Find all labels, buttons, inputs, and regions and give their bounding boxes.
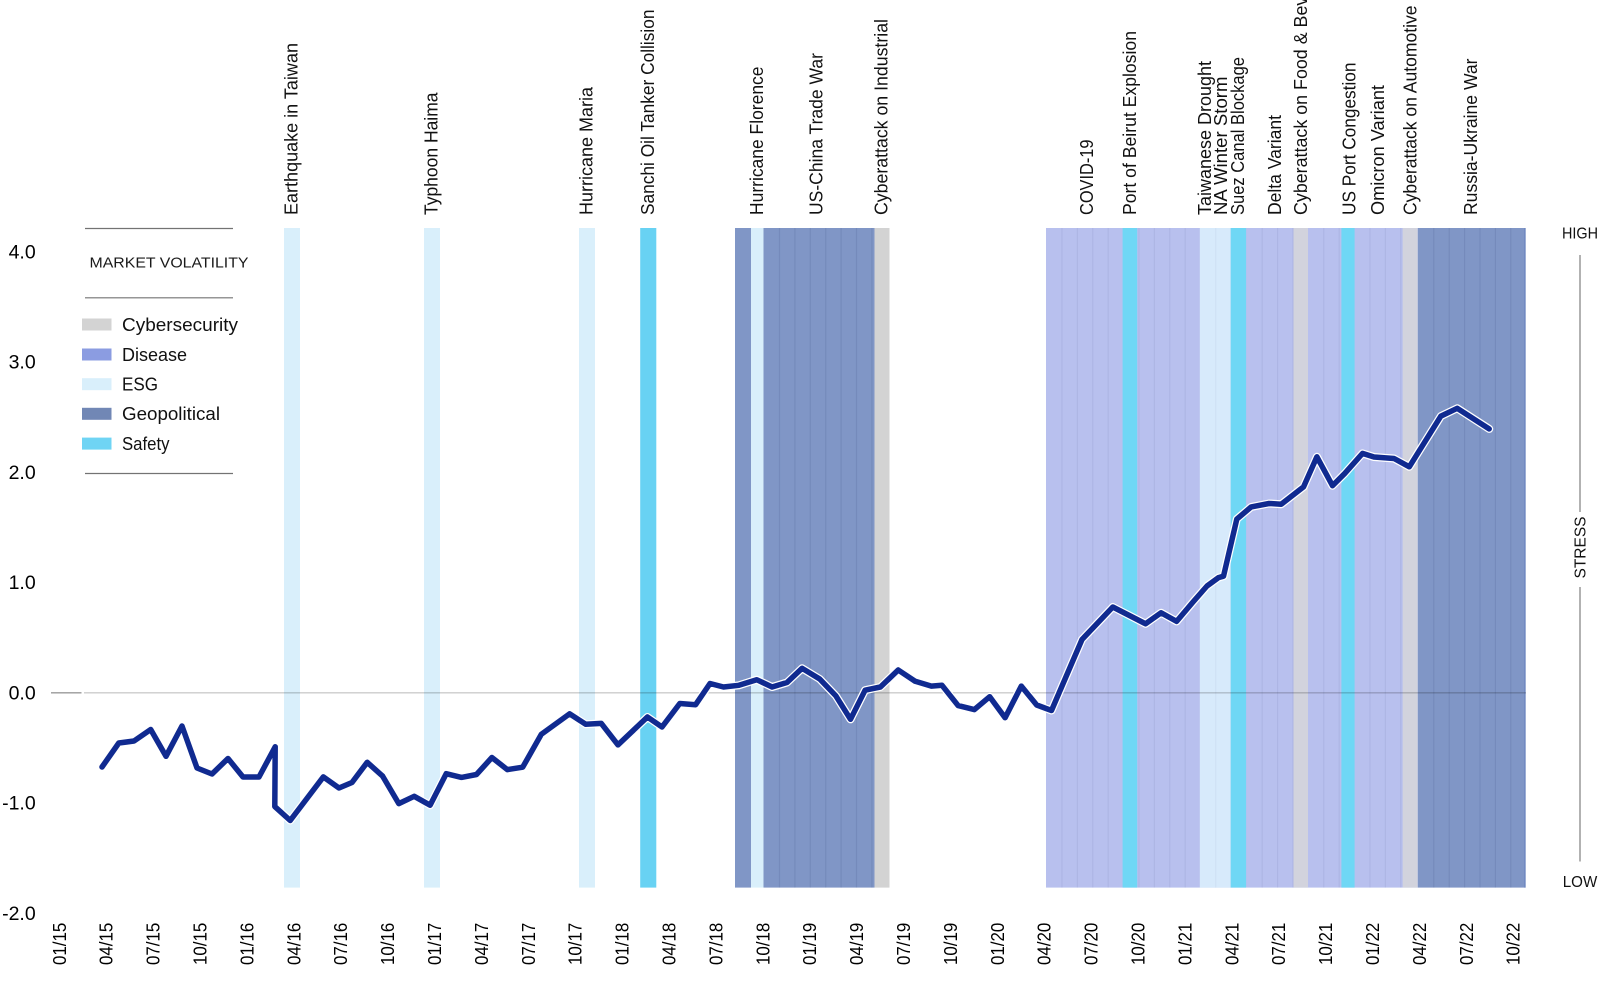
svg-text:US-China Trade War: US-China Trade War — [806, 53, 827, 215]
svg-text:07/20: 07/20 — [1081, 923, 1102, 965]
svg-text:01/22: 01/22 — [1362, 923, 1383, 965]
svg-text:Cyberattack on Food & Beverage: Cyberattack on Food & Beverage — [1290, 0, 1311, 215]
svg-text:01/19: 01/19 — [799, 923, 820, 965]
svg-text:Cybersecurity: Cybersecurity — [122, 315, 238, 335]
svg-text:COVID-19: COVID-19 — [1076, 140, 1097, 216]
svg-text:Port of Beirut Explosion: Port of Beirut Explosion — [1119, 31, 1140, 215]
svg-text:NA Winter Storm: NA Winter Storm — [1210, 77, 1231, 216]
svg-text:07/18: 07/18 — [705, 923, 726, 965]
svg-text:Hurricane Maria: Hurricane Maria — [576, 86, 597, 215]
svg-text:ESG: ESG — [122, 375, 158, 395]
svg-text:2.0: 2.0 — [9, 462, 36, 484]
svg-text:01/18: 01/18 — [612, 923, 633, 965]
svg-text:4.0: 4.0 — [9, 241, 36, 263]
svg-text:Disease: Disease — [122, 345, 187, 365]
svg-text:Russia-Ukraine War: Russia-Ukraine War — [1460, 59, 1481, 216]
svg-text:04/17: 04/17 — [471, 923, 492, 965]
svg-text:Typhoon Haima: Typhoon Haima — [421, 92, 442, 215]
svg-text:STRESS: STRESS — [1573, 517, 1590, 579]
svg-text:10/17: 10/17 — [565, 923, 586, 965]
svg-text:01/21: 01/21 — [1174, 923, 1195, 965]
svg-text:Taiwanese Drought: Taiwanese Drought — [1194, 61, 1215, 215]
svg-text:Geopolitical: Geopolitical — [122, 404, 220, 424]
svg-text:LOW: LOW — [1563, 874, 1598, 891]
svg-text:04/21: 04/21 — [1221, 923, 1242, 965]
svg-text:07/16: 07/16 — [330, 923, 351, 965]
svg-text:Delta Variant: Delta Variant — [1264, 115, 1285, 215]
svg-text:04/20: 04/20 — [1034, 923, 1055, 965]
svg-text:0.0: 0.0 — [9, 682, 36, 704]
svg-text:04/18: 04/18 — [659, 923, 680, 965]
svg-text:MARKET VOLATILITY: MARKET VOLATILITY — [90, 254, 249, 271]
svg-text:01/17: 01/17 — [424, 923, 445, 965]
svg-text:US Port Congestion: US Port Congestion — [1339, 63, 1360, 216]
svg-text:07/15: 07/15 — [143, 923, 164, 965]
svg-text:Hurricane Florence: Hurricane Florence — [746, 67, 767, 216]
svg-text:04/16: 04/16 — [283, 923, 304, 965]
svg-text:07/19: 07/19 — [893, 923, 914, 965]
svg-text:07/21: 07/21 — [1268, 923, 1289, 965]
svg-text:Omicron Variant: Omicron Variant — [1367, 85, 1388, 215]
svg-text:10/16: 10/16 — [377, 923, 398, 965]
svg-text:Cyberattack on Automotive: Cyberattack on Automotive — [1400, 6, 1421, 216]
svg-text:Safety: Safety — [122, 434, 170, 454]
svg-text:Cyberattack on Industrial: Cyberattack on Industrial — [871, 19, 892, 215]
svg-text:01/16: 01/16 — [236, 923, 257, 965]
svg-text:Suez Canal Blockage: Suez Canal Blockage — [1227, 57, 1248, 215]
svg-text:-2.0: -2.0 — [2, 903, 36, 925]
svg-text:-1.0: -1.0 — [2, 793, 36, 815]
svg-text:10/22: 10/22 — [1503, 923, 1524, 965]
svg-text:Sanchi Oil Tanker Collision: Sanchi Oil Tanker Collision — [637, 10, 658, 216]
svg-text:04/19: 04/19 — [846, 923, 867, 965]
svg-text:10/15: 10/15 — [190, 923, 211, 965]
svg-text:04/22: 04/22 — [1409, 923, 1430, 965]
svg-text:01/15: 01/15 — [49, 923, 70, 965]
svg-text:01/20: 01/20 — [987, 923, 1008, 965]
svg-text:10/21: 10/21 — [1315, 923, 1336, 965]
svg-text:10/20: 10/20 — [1128, 923, 1149, 965]
svg-text:07/22: 07/22 — [1456, 923, 1477, 965]
svg-text:10/18: 10/18 — [752, 923, 773, 965]
svg-text:3.0: 3.0 — [9, 352, 36, 374]
svg-text:Earthquake in Taiwan: Earthquake in Taiwan — [281, 43, 302, 215]
svg-text:1.0: 1.0 — [9, 572, 36, 594]
svg-text:07/17: 07/17 — [518, 923, 539, 965]
svg-text:04/15: 04/15 — [96, 923, 117, 965]
svg-text:10/19: 10/19 — [940, 923, 961, 965]
svg-text:HIGH: HIGH — [1562, 226, 1598, 243]
